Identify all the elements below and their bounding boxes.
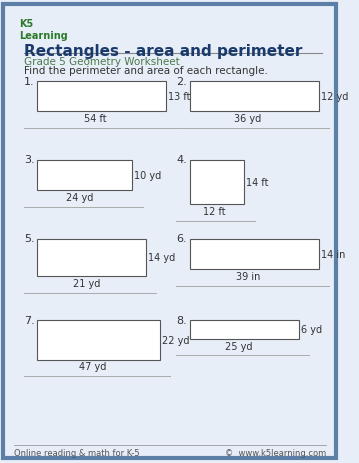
Text: 25 yd: 25 yd — [225, 341, 253, 351]
Bar — [37, 161, 132, 191]
Text: 10 yd: 10 yd — [134, 171, 162, 181]
Text: 1.: 1. — [24, 76, 34, 87]
Text: 39 in: 39 in — [236, 271, 260, 282]
Text: 6.: 6. — [177, 234, 187, 244]
Bar — [190, 82, 319, 112]
Text: 14 yd: 14 yd — [148, 253, 175, 263]
Text: K5
Learning: K5 Learning — [19, 19, 67, 41]
Bar — [190, 320, 299, 339]
Text: 36 yd: 36 yd — [234, 114, 262, 124]
Text: 7.: 7. — [24, 315, 34, 325]
Text: 54 ft: 54 ft — [84, 114, 107, 124]
Text: 13 ft: 13 ft — [168, 92, 191, 102]
Text: 4.: 4. — [177, 155, 187, 165]
Text: ©  www.k5learning.com: © www.k5learning.com — [224, 448, 326, 457]
Text: 5.: 5. — [24, 234, 34, 244]
Text: 47 yd: 47 yd — [79, 362, 106, 372]
Text: Online reading & math for K-5: Online reading & math for K-5 — [14, 448, 139, 457]
Text: 14 in: 14 in — [321, 250, 345, 259]
Text: Find the perimeter and area of each rectangle.: Find the perimeter and area of each rect… — [24, 66, 267, 76]
Bar — [37, 239, 146, 276]
Bar — [190, 239, 319, 269]
Text: 6 yd: 6 yd — [301, 325, 322, 335]
Text: 24 yd: 24 yd — [66, 193, 94, 203]
Text: Rectangles - area and perimeter: Rectangles - area and perimeter — [24, 44, 302, 58]
Text: 22 yd: 22 yd — [162, 335, 189, 345]
Text: 12 ft: 12 ft — [203, 206, 226, 217]
Text: 12 yd: 12 yd — [321, 92, 349, 102]
Text: 2.: 2. — [177, 76, 187, 87]
Bar — [190, 161, 244, 205]
Text: 8.: 8. — [177, 315, 187, 325]
Text: 3.: 3. — [24, 155, 34, 165]
Bar — [37, 320, 159, 360]
Bar — [37, 82, 166, 112]
Text: Grade 5 Geometry Worksheet: Grade 5 Geometry Worksheet — [24, 56, 180, 67]
Text: 14 ft: 14 ft — [246, 178, 269, 188]
Text: 21 yd: 21 yd — [73, 278, 100, 288]
